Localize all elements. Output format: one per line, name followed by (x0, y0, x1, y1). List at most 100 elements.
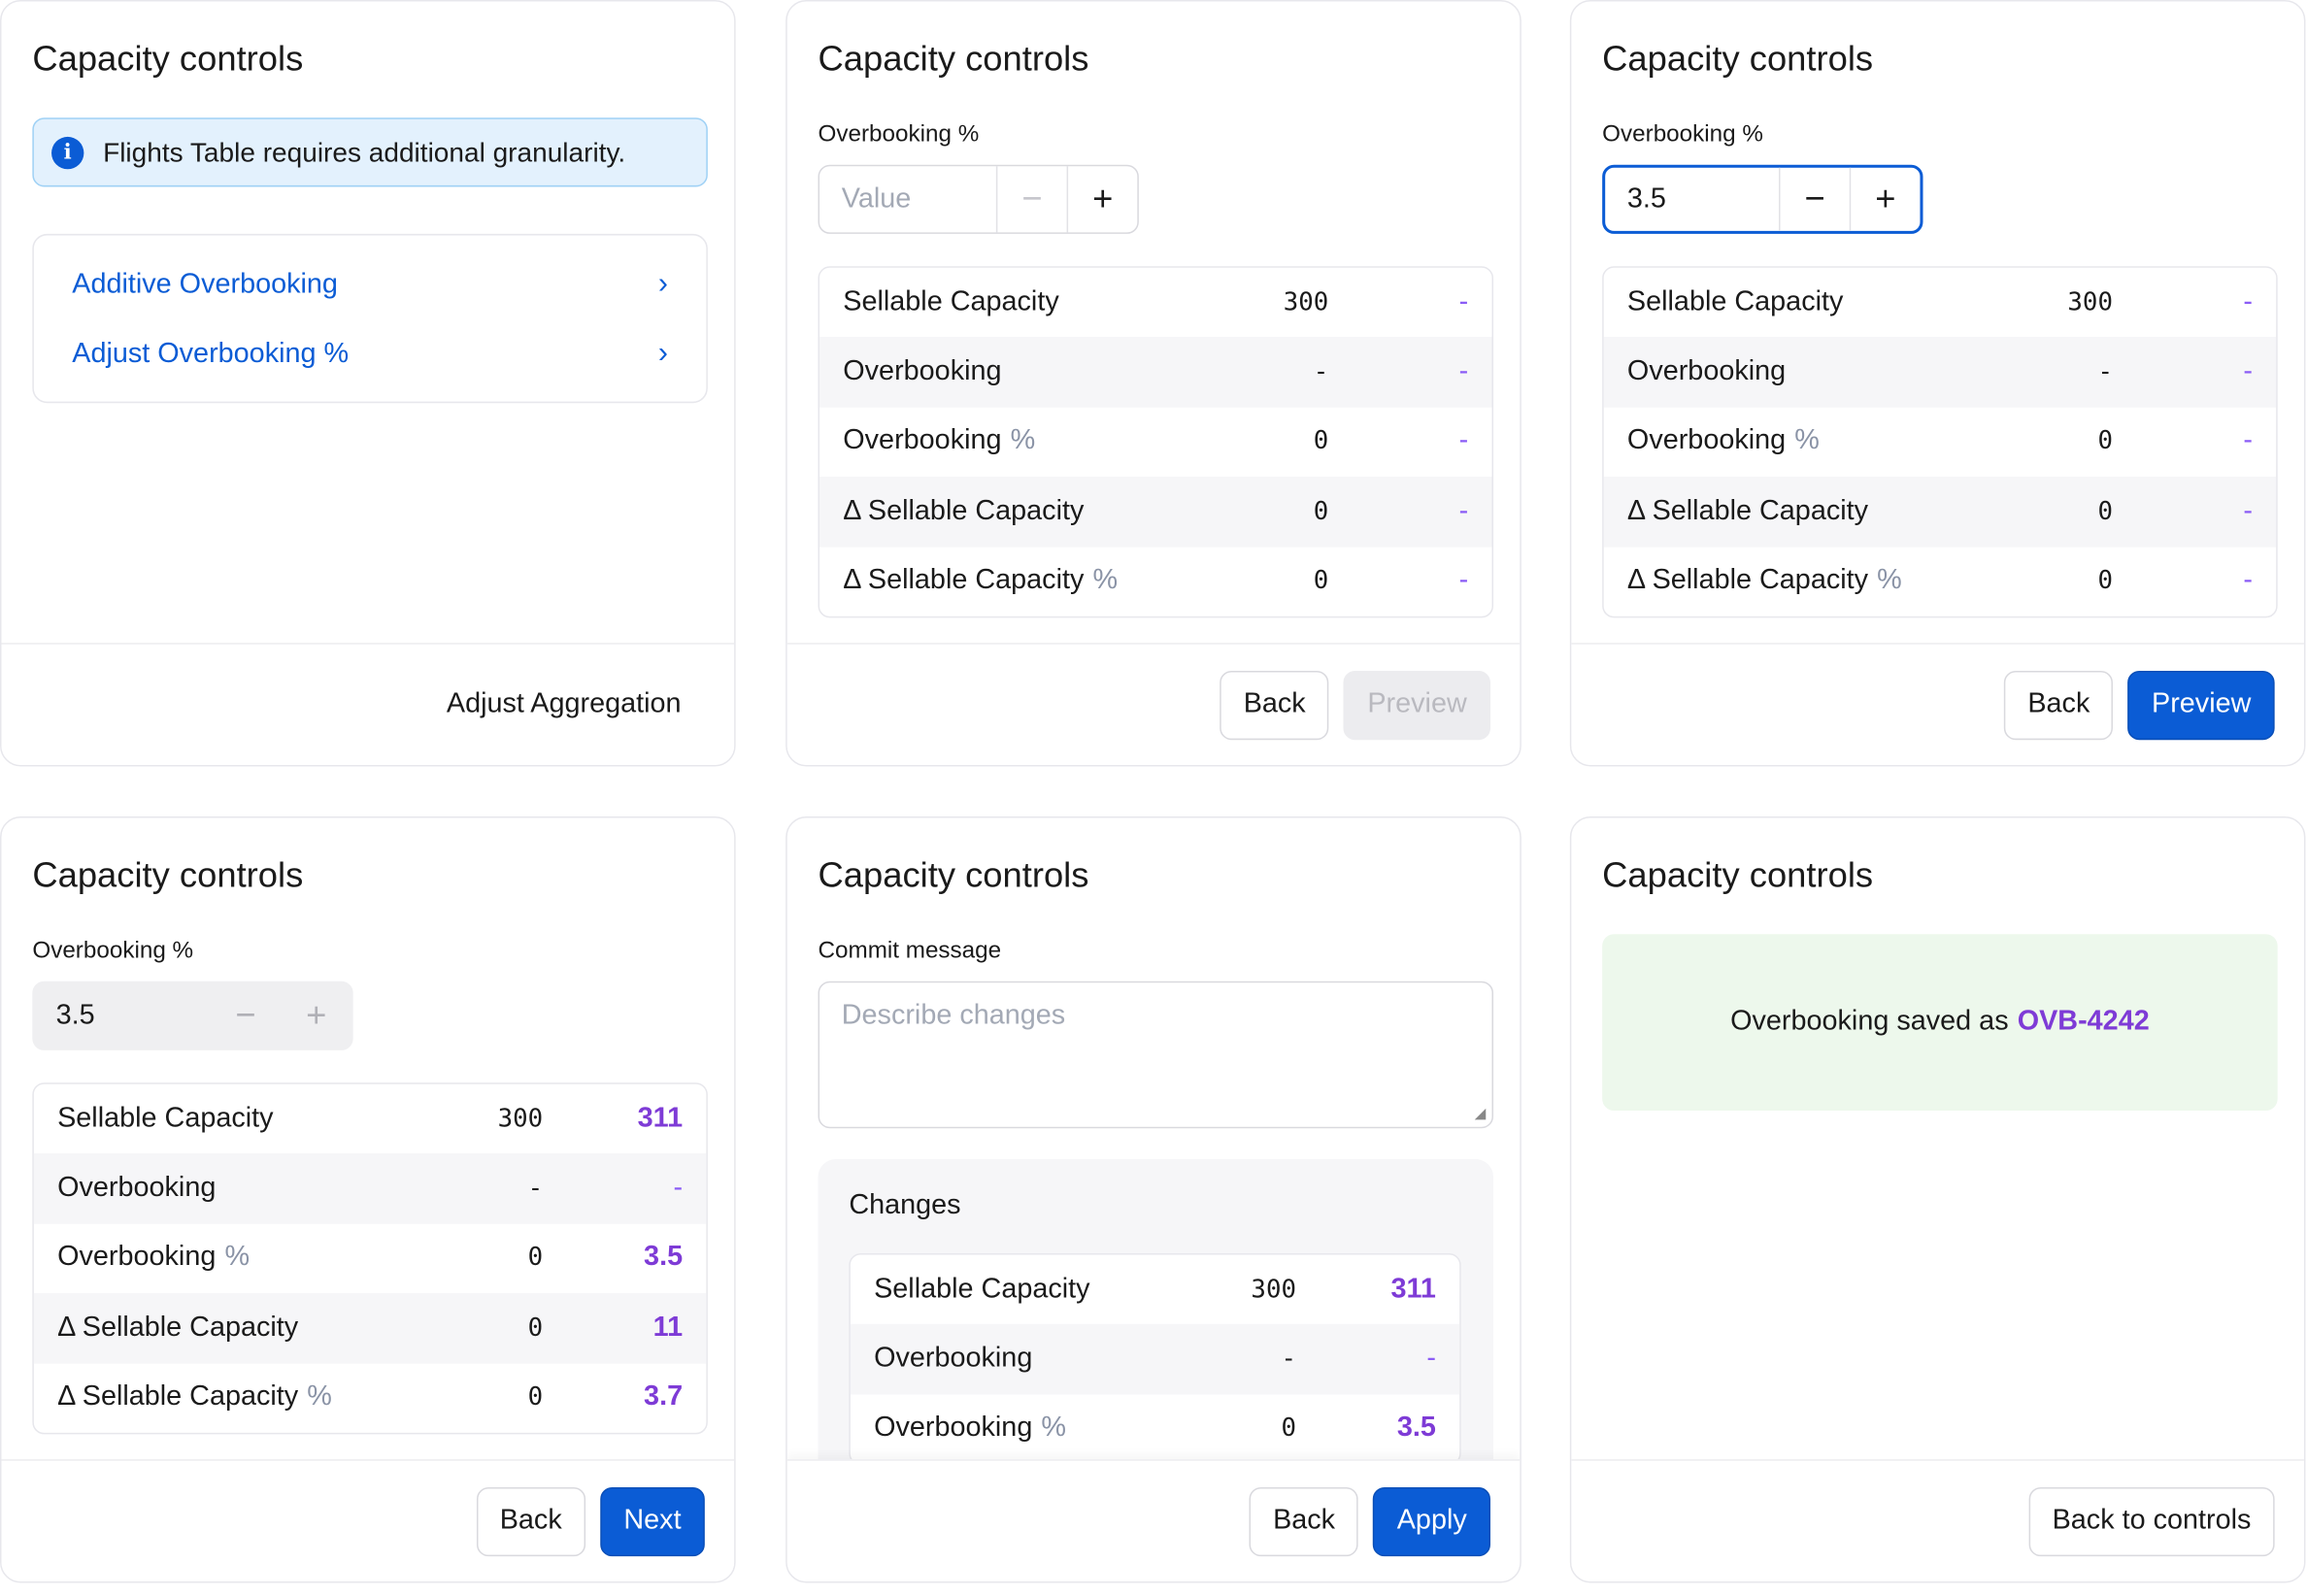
panel-title: Capacity controls (1602, 39, 1874, 80)
current-value: 0 (527, 1382, 544, 1413)
next-button[interactable]: Next (600, 1486, 705, 1556)
plus-button[interactable]: + (1849, 167, 1921, 231)
row-unit: % (1877, 565, 1902, 597)
minus-button[interactable]: − (1778, 167, 1850, 231)
row-label-wrap: Sellable Capacity (57, 1103, 425, 1135)
preview-button[interactable]: Preview (1344, 670, 1490, 740)
apply-button[interactable]: Apply (1373, 1486, 1490, 1556)
link-additive-overbooking[interactable]: Additive Overbooking › (34, 250, 706, 319)
commit-message-input[interactable]: Describe changes ◢ (818, 981, 1494, 1129)
current-value: 300 (1283, 287, 1329, 317)
row-label: Overbooking (1626, 355, 1787, 387)
panel-footer: Back Apply (786, 1459, 1521, 1581)
row-label-wrap: Overbooking (874, 1344, 1179, 1376)
row-label-wrap: Δ Sellable Capacity (1627, 495, 1995, 527)
panel-title: Capacity controls (32, 39, 304, 80)
overbooking-input: 3.5 (55, 999, 95, 1031)
new-value: - (673, 1172, 684, 1204)
success-text: Overbooking saved as (1730, 1006, 2009, 1038)
new-value: - (2243, 286, 2253, 317)
row-label-wrap: Sellable Capacity (843, 286, 1211, 318)
current-value: 0 (1281, 1413, 1296, 1445)
back-button[interactable]: Back (1220, 670, 1329, 740)
info-alert: i Flights Table requires additional gran… (32, 117, 708, 187)
table-row: Sellable Capacity 300 - (1604, 268, 2276, 338)
current-value: 0 (2097, 427, 2113, 457)
panel-select-control: Capacity controls i Flights Table requir… (0, 0, 736, 767)
new-value: 311 (1390, 1273, 1436, 1305)
row-unit: % (1010, 425, 1036, 457)
current-value: 300 (497, 1104, 544, 1134)
new-value: 311 (637, 1103, 684, 1134)
adjust-aggregation-button[interactable]: Adjust Aggregation (446, 688, 682, 719)
row-label: Δ Sellable Capacity (57, 1312, 299, 1344)
row-unit: % (224, 1242, 251, 1274)
plus-button[interactable]: + (1066, 166, 1138, 233)
table-row: Sellable Capacity 300 311 (34, 1084, 706, 1154)
link-label: Adjust Overbooking % (72, 337, 350, 369)
current-value: - (1281, 1345, 1296, 1375)
row-label: Sellable Capacity (57, 1103, 274, 1134)
new-value: - (1458, 425, 1469, 457)
row-label-wrap: Overbooking (843, 356, 1211, 388)
new-value: 3.5 (644, 1242, 684, 1274)
panel-footer: Back Preview (786, 643, 1521, 765)
row-label: Overbooking (874, 1413, 1033, 1445)
back-button[interactable]: Back (476, 1486, 585, 1556)
new-value: - (2243, 355, 2253, 387)
panel-footer: Adjust Aggregation (1, 643, 735, 765)
link-label: Additive Overbooking (72, 268, 338, 300)
row-label: Overbooking (1626, 425, 1787, 457)
current-value: - (2097, 357, 2113, 387)
new-value: - (1426, 1343, 1436, 1375)
panel-footer: Back Preview (1571, 643, 2304, 765)
plus-button: + (306, 995, 327, 1036)
overbooking-stepper: 3.5 − + (1602, 164, 1923, 234)
table-row: Δ Sellable Capacity 0 11 (33, 1293, 707, 1364)
row-unit: % (1092, 565, 1119, 597)
preview-button[interactable]: Preview (2127, 670, 2275, 740)
overbooking-input[interactable]: 3.5 (1626, 183, 1666, 215)
row-label: Overbooking (874, 1343, 1033, 1375)
row-label: Δ Sellable Capacity (1626, 495, 1869, 527)
new-value: 3.7 (644, 1381, 684, 1413)
row-label-wrap: Sellable Capacity (1627, 286, 1995, 318)
panel-title: Capacity controls (818, 39, 1089, 80)
panel-title: Capacity controls (818, 855, 1089, 896)
table-row: Δ Sellable Capacity 0 - (819, 477, 1492, 548)
current-value: 300 (2067, 287, 2113, 317)
current-value: - (1313, 357, 1329, 387)
panel-success: Capacity controls Overbooking saved as O… (1569, 815, 2306, 1583)
placeholder: Describe changes (841, 1000, 1066, 1032)
table-row: Overbooking% 0 3.5 (851, 1394, 1459, 1464)
minus-button[interactable]: − (995, 166, 1067, 233)
row-label-wrap: Δ Sellable Capacity (57, 1312, 425, 1344)
new-value: - (2243, 495, 2253, 527)
row-label: Sellable Capacity (843, 286, 1059, 317)
new-value: - (2243, 425, 2253, 457)
panel-title: Capacity controls (1602, 855, 1874, 896)
back-button[interactable]: Back (2004, 670, 2114, 740)
control-list: Additive Overbooking › Adjust Overbooking… (32, 233, 708, 404)
back-to-controls-button[interactable]: Back to controls (2028, 1486, 2275, 1556)
row-label-wrap: Δ Sellable Capacity% (1627, 565, 1995, 597)
new-value: - (1458, 565, 1469, 597)
row-label-wrap: Δ Sellable Capacity% (843, 565, 1211, 597)
new-value: - (1458, 355, 1469, 387)
row-label-wrap: Δ Sellable Capacity% (57, 1381, 425, 1413)
row-label-wrap: Overbooking (57, 1173, 425, 1205)
panel-footer: Back to controls (1571, 1459, 2304, 1581)
capacity-table: Sellable Capacity 300- Overbooking - - Overbo… (818, 266, 1494, 618)
resize-handle-icon[interactable]: ◢ (1474, 1106, 1487, 1123)
new-value: 3.5 (1396, 1413, 1436, 1445)
link-adjust-overbooking-pct[interactable]: Adjust Overbooking % › (34, 319, 706, 388)
overbooking-input[interactable]: Value (841, 183, 912, 215)
row-label: Δ Sellable Capacity (1626, 565, 1869, 597)
panel-title: Capacity controls (32, 855, 304, 896)
row-unit: % (307, 1381, 332, 1413)
overbooking-stepper: Value − + (818, 164, 1139, 234)
panel-preview: Capacity controls Overbooking % 3.5 − + … (0, 815, 736, 1583)
table-row: Overbooking - - (33, 1153, 707, 1224)
back-button[interactable]: Back (1249, 1486, 1359, 1556)
